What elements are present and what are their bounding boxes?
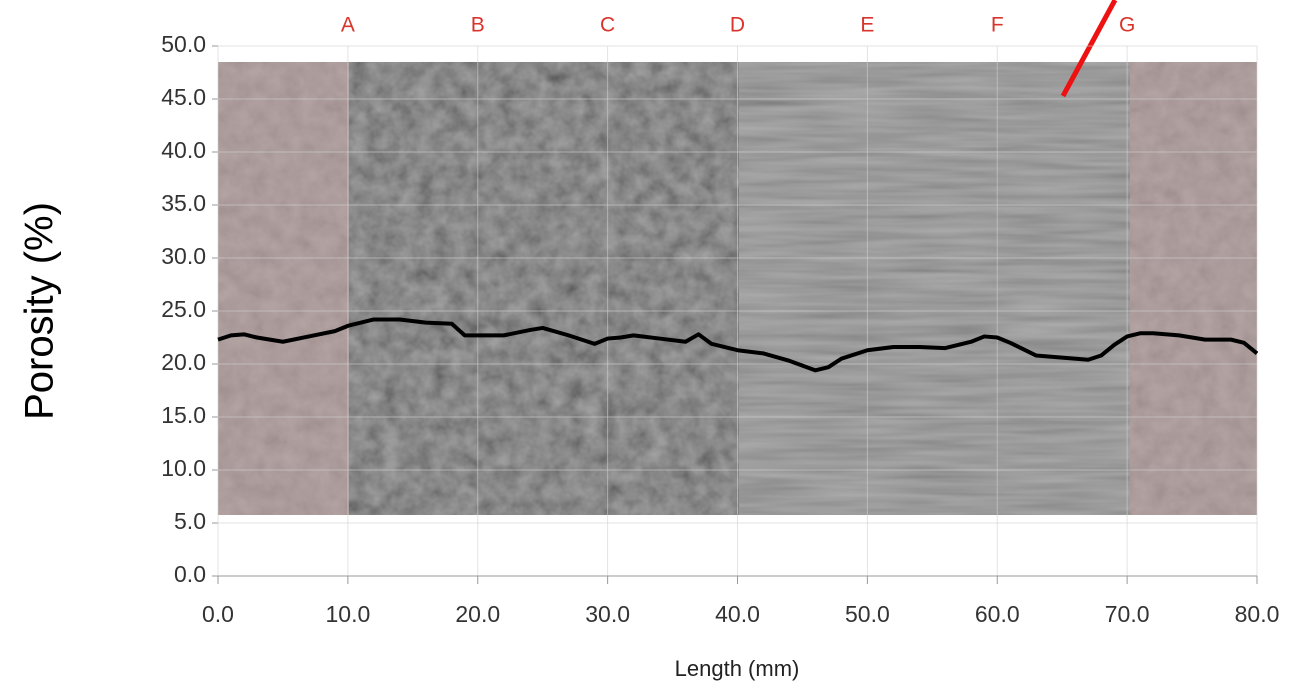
y-tick-label: 20.0 <box>161 349 206 375</box>
y-tick-label: 45.0 <box>161 84 206 110</box>
data-line <box>217 317 1259 373</box>
region-label: F <box>991 14 1004 37</box>
y-tick-label: 10.0 <box>161 455 206 481</box>
y-tick-label: 15.0 <box>161 402 206 428</box>
pointer-arrow <box>1060 0 1118 98</box>
y-axis-label: Porosity (%) <box>18 202 62 420</box>
y-tick-label: 30.0 <box>161 243 206 269</box>
x-tick-label: 10.0 <box>325 601 370 627</box>
x-tick-label: 0.0 <box>202 601 234 627</box>
y-tick-label: 40.0 <box>161 137 206 163</box>
y-tick-label: 50.0 <box>161 31 206 57</box>
y-tick-label: 5.0 <box>174 508 206 534</box>
region-label: G <box>1119 14 1135 37</box>
y-tick-label: 35.0 <box>161 190 206 216</box>
x-axis-label: Length (mm) <box>675 656 800 681</box>
x-tick-label: 30.0 <box>585 601 630 627</box>
x-tick-label: 40.0 <box>715 601 760 627</box>
region-label: E <box>860 14 874 37</box>
region-label: A <box>341 14 355 37</box>
x-tick-label: 60.0 <box>975 601 1020 627</box>
x-tick-label: 50.0 <box>845 601 890 627</box>
y-tick-label: 25.0 <box>161 296 206 322</box>
x-tick-label: 70.0 <box>1105 601 1150 627</box>
x-tick-label: 20.0 <box>455 601 500 627</box>
y-tick-label: 0.0 <box>174 561 206 587</box>
scan-image <box>218 62 1257 515</box>
region-label: D <box>730 14 745 37</box>
x-tick-label: 80.0 <box>1235 601 1280 627</box>
region-label: B <box>471 14 485 37</box>
region-label: C <box>600 14 615 37</box>
